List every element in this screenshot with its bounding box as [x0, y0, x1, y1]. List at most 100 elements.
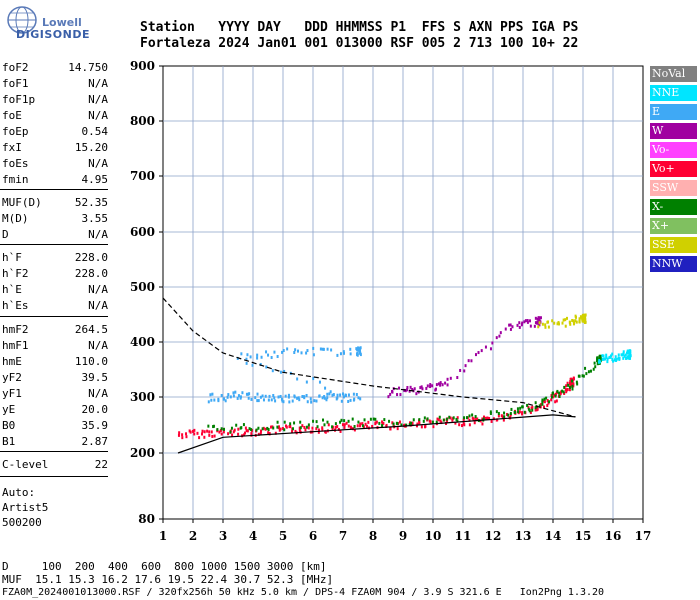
trace-point: [606, 360, 609, 364]
trace-point: [530, 406, 533, 410]
trace-point: [474, 418, 477, 422]
trace-point: [305, 425, 308, 429]
trace-point: [323, 396, 326, 400]
trace-point: [326, 396, 329, 400]
trace-point: [527, 407, 530, 411]
trace-point: [455, 417, 458, 421]
trace-point: [592, 367, 595, 371]
trace-point: [232, 394, 235, 398]
param-value-clevel: 22: [94, 458, 108, 471]
trace-point: [264, 394, 267, 398]
trace-point: [556, 389, 559, 393]
trace-point: [232, 391, 235, 395]
trace-point: [526, 403, 529, 407]
trace-point: [436, 417, 439, 421]
trace-point: [424, 424, 427, 428]
trace-point: [526, 320, 529, 324]
param-label-hmf1: hmF1: [2, 339, 29, 352]
profile-solid-line: [177, 414, 576, 454]
trace-point: [363, 418, 366, 422]
y-tick-label: 900: [130, 59, 155, 73]
trace-point: [323, 423, 326, 427]
trace-point: [359, 424, 362, 428]
trace-point: [497, 411, 500, 415]
trace-point: [267, 353, 270, 357]
trace-point: [240, 352, 243, 356]
trace-point: [566, 388, 569, 392]
trace-point: [224, 399, 227, 403]
trace-point: [489, 347, 492, 351]
x-tick-label: 4: [249, 529, 257, 543]
trace-point: [503, 415, 506, 419]
trace-point: [477, 351, 480, 355]
trace-point: [551, 391, 554, 395]
header-line2: Fortaleza 2024 Jan01 001 013000 RSF 005 …: [140, 36, 579, 51]
trace-point: [441, 383, 444, 387]
trace-point: [406, 388, 409, 392]
trace-point: [246, 429, 249, 433]
trace-point: [605, 355, 608, 359]
trace-point: [412, 418, 415, 422]
trace-point: [328, 392, 331, 396]
trace-point: [279, 427, 282, 431]
trace-point: [474, 353, 477, 357]
trace-point: [294, 429, 297, 433]
trace-point: [339, 429, 342, 433]
trace-point: [213, 434, 216, 438]
trace-point: [551, 395, 554, 399]
trace-point: [256, 392, 259, 396]
trace-point: [334, 422, 337, 426]
trace-point: [495, 410, 498, 414]
trace-point: [291, 399, 294, 403]
trace-point: [613, 358, 616, 362]
trace-point: [247, 396, 250, 400]
trace-point: [324, 386, 327, 390]
trace-point: [468, 423, 471, 427]
trace-point: [270, 398, 273, 402]
trace-point: [315, 420, 318, 424]
trace-point: [429, 420, 432, 424]
trace-point: [574, 319, 577, 323]
trace-point: [419, 386, 422, 390]
x-tick-label: 13: [515, 529, 532, 543]
trace-point: [261, 394, 264, 398]
trace-point: [259, 432, 262, 436]
trace-point: [511, 325, 514, 329]
trace-point: [416, 422, 419, 426]
trace-point: [396, 427, 399, 431]
trace-point: [304, 428, 307, 432]
trace-point: [558, 391, 561, 395]
trace-point: [352, 398, 355, 402]
trace-point: [497, 414, 500, 418]
trace-point: [624, 353, 627, 357]
trace-point: [268, 394, 271, 398]
trace-point: [243, 433, 246, 437]
trace-point: [331, 425, 334, 429]
trace-point: [367, 420, 370, 424]
trace-point: [411, 423, 414, 427]
trace-point: [262, 398, 265, 402]
trace-point: [342, 351, 345, 355]
trace-point: [254, 396, 257, 400]
trace-point: [361, 424, 364, 428]
trace-point: [203, 435, 206, 439]
legend-item-x: X+: [650, 218, 697, 234]
trace-point: [587, 370, 590, 374]
trace-point: [391, 390, 394, 394]
trace-point: [439, 381, 442, 385]
trace-point: [534, 316, 537, 320]
trace-point: [541, 402, 544, 406]
trace-point: [265, 365, 268, 369]
trace-point: [531, 408, 534, 412]
trace-point: [561, 321, 564, 325]
trace-point: [572, 377, 575, 381]
trace-point: [341, 392, 344, 396]
trace-point: [296, 396, 299, 400]
trace-point: [310, 400, 313, 404]
trace-point: [296, 349, 299, 353]
trace-point: [267, 427, 270, 431]
trace-point: [198, 436, 201, 440]
trace-point: [219, 429, 222, 433]
trace-point: [628, 351, 631, 355]
trace-point: [210, 430, 213, 434]
